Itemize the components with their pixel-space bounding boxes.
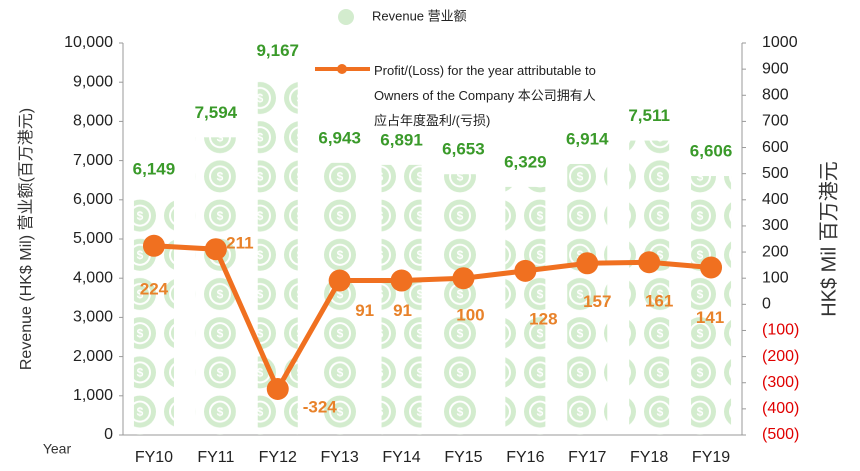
bar bbox=[505, 186, 546, 435]
data-label: 91 bbox=[393, 301, 412, 320]
y-axis-title: Revenue (HK$ Mil) 营业额(百万港元) bbox=[17, 108, 35, 370]
x-tick-label: FY11 bbox=[197, 449, 234, 466]
data-label: 141 bbox=[696, 308, 724, 327]
y2-tick-label: (500) bbox=[762, 426, 799, 443]
y-tick-label: 4,000 bbox=[73, 269, 113, 286]
bar bbox=[381, 164, 422, 435]
data-label: 211 bbox=[226, 234, 253, 253]
y-tick-label: 6,000 bbox=[73, 191, 113, 208]
y2-tick-label: 600 bbox=[762, 139, 789, 156]
data-label: 6,149 bbox=[133, 159, 176, 178]
data-label: 161 bbox=[645, 292, 673, 311]
data-label: 7,594 bbox=[195, 103, 238, 122]
x-tick-label: FY12 bbox=[259, 449, 297, 466]
x-tick-label: FY15 bbox=[444, 449, 482, 466]
x-tick-label: FY17 bbox=[568, 449, 606, 466]
legend-marker bbox=[337, 64, 347, 74]
point bbox=[638, 251, 661, 274]
y2-tick-label: 1000 bbox=[762, 34, 798, 51]
y2-tick-label: 100 bbox=[762, 269, 789, 286]
point bbox=[514, 259, 537, 282]
legend-label: Revenue 营业额 bbox=[372, 8, 467, 23]
point bbox=[700, 256, 723, 279]
legend-swatch bbox=[338, 9, 354, 25]
y2-tick-label: (300) bbox=[762, 374, 799, 391]
y-tick-label: 0 bbox=[104, 426, 113, 443]
data-label: 6,943 bbox=[318, 128, 361, 147]
data-label: -324 bbox=[303, 397, 338, 416]
bar bbox=[257, 75, 298, 436]
data-label: 9,167 bbox=[256, 41, 299, 60]
data-label: 6,914 bbox=[566, 129, 609, 148]
point bbox=[142, 234, 165, 257]
y-tick-label: 10,000 bbox=[64, 34, 113, 51]
x-tick-label: FY13 bbox=[321, 449, 359, 466]
y2-tick-label: 500 bbox=[762, 165, 789, 182]
y-tick-label: 3,000 bbox=[73, 309, 113, 326]
x-tick-label: FY18 bbox=[630, 449, 668, 466]
x-tick-label: FY16 bbox=[506, 449, 544, 466]
y2-axis-title: HK$ Mil 百万港元 bbox=[817, 161, 840, 317]
point bbox=[328, 269, 351, 292]
point bbox=[576, 252, 599, 275]
y2-tick-label: (200) bbox=[762, 348, 799, 365]
bar bbox=[443, 174, 484, 435]
x-axis-title: Year bbox=[43, 441, 72, 457]
data-label: 91 bbox=[355, 301, 374, 320]
x-tick-label: FY19 bbox=[692, 449, 730, 466]
data-label: 224 bbox=[140, 279, 169, 298]
data-label: 6,653 bbox=[442, 140, 485, 159]
y2-tick-label: 700 bbox=[762, 113, 789, 130]
y2-tick-label: 400 bbox=[762, 191, 789, 208]
y-tick-label: 8,000 bbox=[73, 113, 113, 130]
point bbox=[452, 267, 475, 290]
bar bbox=[567, 163, 608, 436]
line bbox=[153, 243, 712, 395]
data-label: 6,606 bbox=[690, 142, 733, 161]
bar bbox=[629, 140, 670, 436]
data-label: 7,511 bbox=[628, 106, 670, 125]
data-label: 157 bbox=[583, 292, 611, 311]
y-tick-label: 7,000 bbox=[73, 152, 113, 169]
bar bbox=[691, 176, 732, 435]
y-tick-label: 5,000 bbox=[73, 230, 113, 247]
y-tick-label: 2,000 bbox=[73, 348, 113, 365]
point bbox=[266, 378, 289, 401]
y2-tick-label: 0 bbox=[762, 296, 771, 313]
y-tick-label: 1,000 bbox=[73, 387, 113, 404]
y2-tick-label: 300 bbox=[762, 217, 789, 234]
x-tick-label: FY10 bbox=[135, 449, 173, 466]
bar bbox=[195, 137, 236, 436]
y2-tick-label: (100) bbox=[762, 322, 799, 339]
bar bbox=[319, 162, 360, 435]
y2-tick-label: (400) bbox=[762, 400, 799, 417]
data-label: 128 bbox=[529, 309, 557, 328]
point bbox=[390, 269, 413, 292]
y2-tick-label: 200 bbox=[762, 243, 789, 260]
bar bbox=[133, 193, 174, 435]
y2-tick-label: 900 bbox=[762, 60, 789, 77]
point bbox=[204, 238, 227, 261]
data-label: 100 bbox=[456, 306, 484, 325]
legend-label: Profit/(Loss) for the year attributable … bbox=[374, 63, 596, 128]
y2-tick-label: 800 bbox=[762, 86, 789, 103]
x-tick-label: FY14 bbox=[382, 449, 420, 466]
data-label: 6,329 bbox=[504, 152, 547, 171]
data-label: 6,891 bbox=[380, 130, 423, 149]
y-tick-label: 9,000 bbox=[73, 73, 113, 90]
